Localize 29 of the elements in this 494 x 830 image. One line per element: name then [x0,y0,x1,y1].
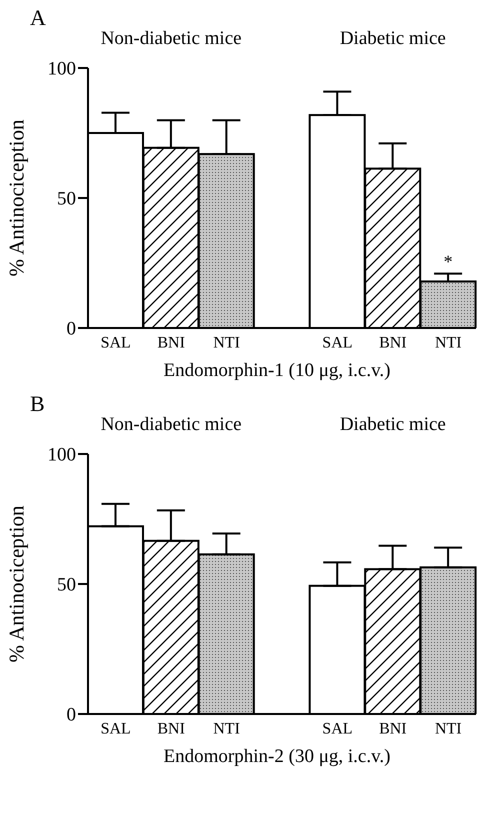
x-tick-label: BNI [157,334,185,352]
x-tick-label: NTI [434,334,462,352]
y-tick-label: 50 [57,188,76,210]
y-axis-title: % Antinociception [4,505,28,662]
y-tick-label: 0 [66,704,76,726]
chart-title: A [29,5,47,30]
text: Diabetic mice [338,414,447,436]
x-axis-title: Endomorphin-1 (10 μg, i.c.v.) [162,360,392,382]
x-tick-label: NTI [213,720,240,738]
y-tick-label: 50 [57,574,76,596]
x-axis-title: Endomorphin-2 (30 μg, i.c.v.) [162,746,392,768]
data-label: * [444,252,453,272]
y-tick-label: 100 [48,58,76,80]
x-tick-label: NTI [213,334,240,352]
x-tick-label: SAL [322,720,353,738]
text: Non-diabetic mice [100,28,243,50]
y-tick-label: 100 [48,444,76,466]
x-tick-label: SAL [100,334,131,352]
text: Diabetic mice [338,28,447,50]
x-tick-label: BNI [379,720,407,738]
chart-title: B [29,391,46,416]
x-tick-label: BNI [157,720,185,738]
x-tick-label: BNI [379,334,407,352]
text: Non-diabetic mice [100,414,243,436]
y-tick-label: 0 [66,318,76,340]
y-axis-title: % Antinociception [4,119,28,276]
x-tick-label: SAL [100,720,131,738]
x-tick-label: SAL [322,334,353,352]
x-tick-label: NTI [434,720,462,738]
